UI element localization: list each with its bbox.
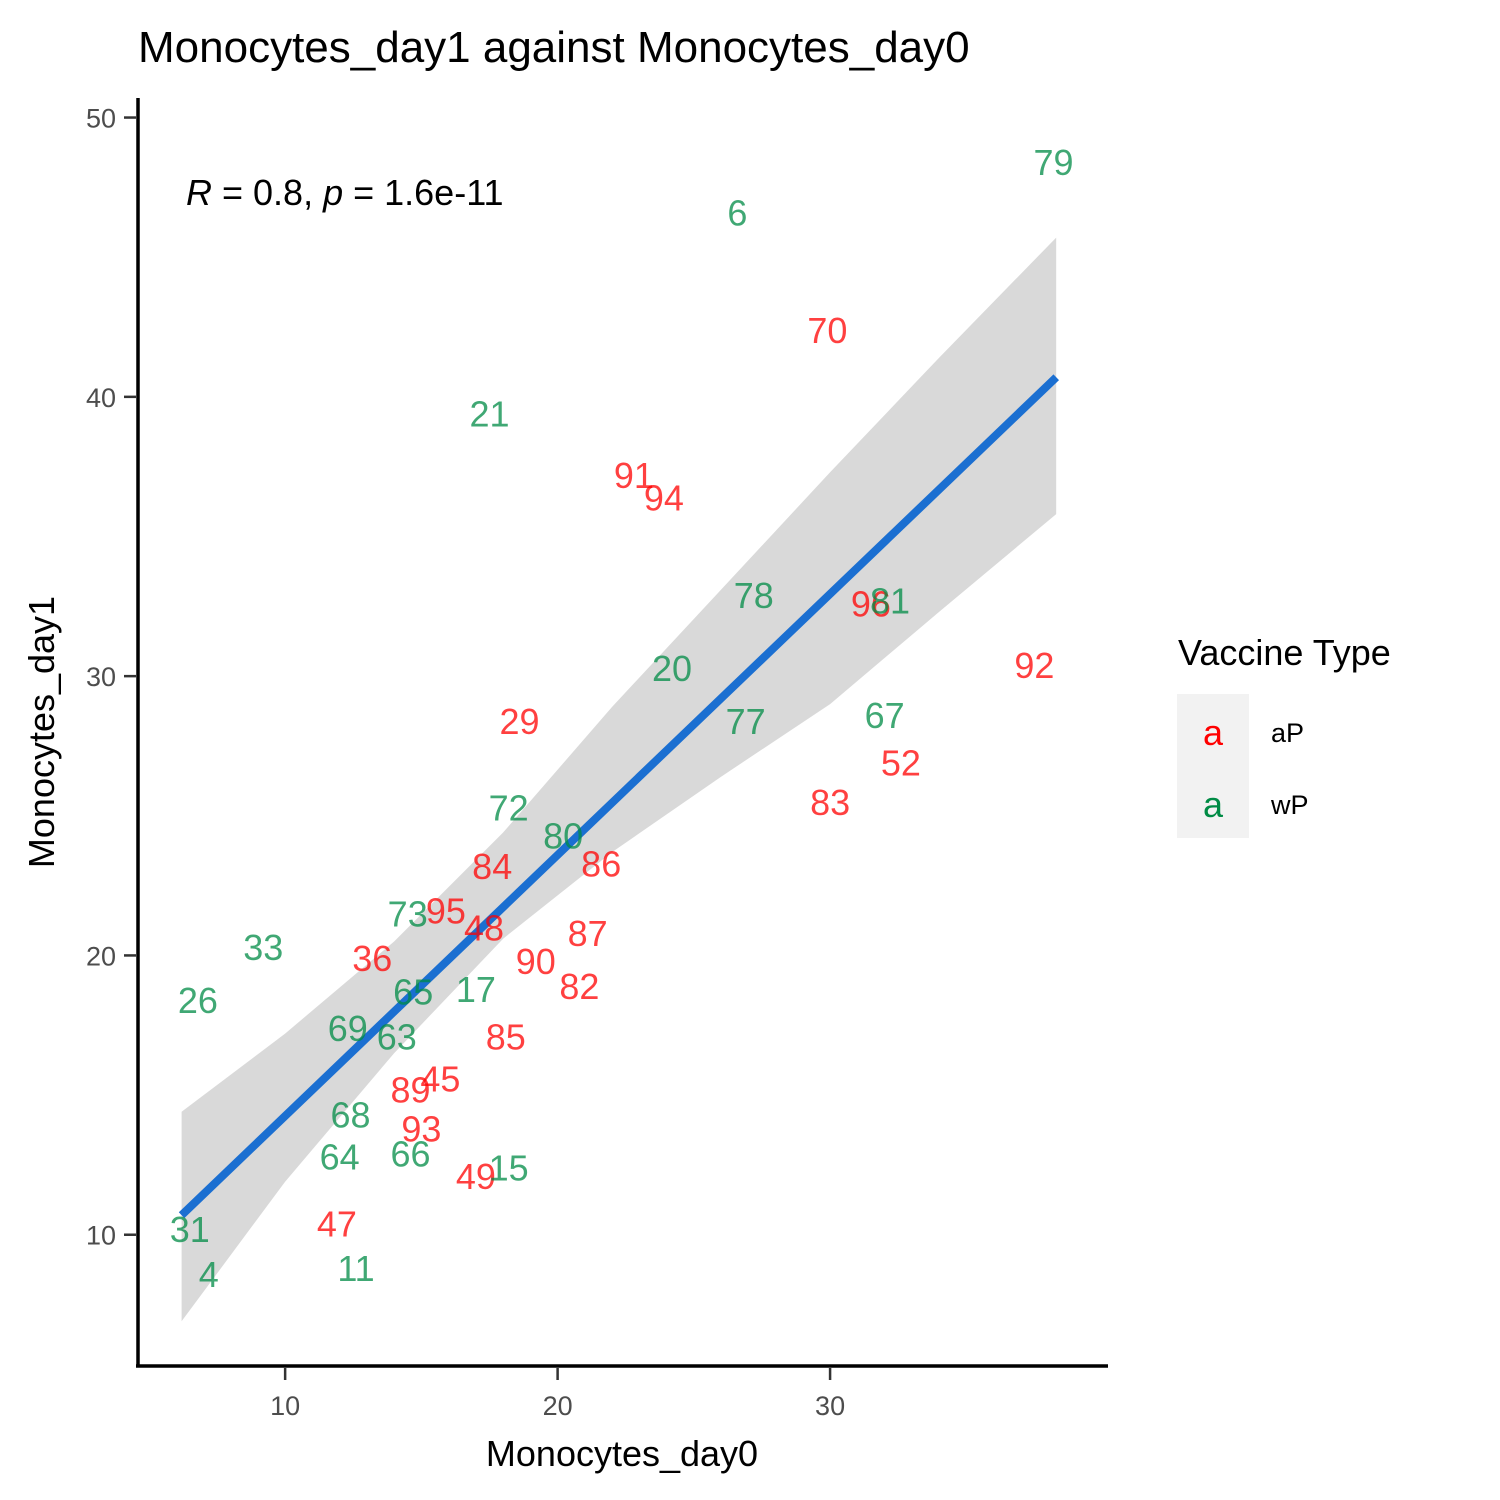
point-label-ap-85: 85 [486, 1016, 526, 1057]
point-label-wp-67: 67 [865, 695, 905, 736]
point-label-ap-82: 82 [559, 966, 599, 1007]
legend-title: Vaccine Type [1178, 632, 1391, 673]
point-label-wp-79: 79 [1033, 142, 1073, 183]
y-tick-label: 40 [86, 383, 116, 413]
point-label-wp-31: 31 [170, 1209, 210, 1250]
point-label-ap-47: 47 [317, 1204, 357, 1245]
legend-key-ap: a [1203, 712, 1224, 753]
y-tick-label: 20 [86, 941, 116, 971]
point-label-ap-48: 48 [464, 908, 504, 949]
x-tick-label: 10 [270, 1391, 300, 1421]
point-label-wp-11: 11 [337, 1248, 374, 1289]
point-label-ap-91: 91 [614, 455, 654, 496]
r-value: = 0.8, [212, 172, 323, 213]
point-label-wp-63: 63 [377, 1016, 417, 1057]
point-label-wp-72: 72 [489, 787, 529, 828]
point-label-wp-73: 73 [388, 894, 428, 935]
point-label-ap-96: 96 [851, 584, 891, 625]
point-label-ap-29: 29 [499, 701, 539, 742]
point-label-wp-6: 6 [727, 193, 747, 234]
correlation-annotation: R = 0.8, p = 1.6e-11 [186, 172, 504, 213]
legend-label-ap: aP [1271, 718, 1304, 748]
r-label: R [186, 172, 212, 213]
chart-title: Monocytes_day1 against Monocytes_day0 [138, 23, 970, 72]
point-label-ap-36: 36 [352, 938, 392, 979]
point-label-ap-84: 84 [472, 846, 512, 887]
point-label-ap-83: 83 [810, 782, 850, 823]
point-label-wp-26: 26 [178, 980, 218, 1021]
point-label-ap-86: 86 [581, 843, 621, 884]
x-axis-title: Monocytes_day0 [486, 1433, 758, 1474]
point-label-wp-17: 17 [456, 969, 496, 1010]
legend-key-background [1177, 694, 1249, 838]
point-label-wp-33: 33 [243, 927, 283, 968]
y-tick-label: 10 [86, 1221, 116, 1251]
point-label-wp-21: 21 [469, 394, 509, 435]
point-label-ap-52: 52 [881, 743, 921, 784]
x-tick-label: 20 [543, 1391, 573, 1421]
point-label-wp-20: 20 [652, 648, 692, 689]
point-label-ap-70: 70 [807, 310, 847, 351]
point-label-wp-78: 78 [734, 575, 774, 616]
point-label-ap-92: 92 [1014, 645, 1054, 686]
point-label-wp-15: 15 [489, 1148, 529, 1189]
axis-ticks: 10 20 30 10 20 30 40 50 [86, 104, 845, 1421]
y-axis-title: Monocytes_day1 [21, 596, 62, 868]
point-label-wp-4: 4 [199, 1254, 219, 1295]
point-label-ap-49: 49 [456, 1156, 496, 1197]
legend: Vaccine Type a aP a wP [1177, 632, 1391, 838]
legend-key-wp: a [1203, 784, 1224, 825]
confidence-band [181, 237, 1057, 1322]
point-label-ap-87: 87 [568, 913, 608, 954]
point-label-ap-90: 90 [516, 941, 556, 982]
p-value: = 1.6e-11 [343, 172, 503, 213]
p-label: p [322, 172, 343, 213]
y-tick-label: 50 [86, 104, 116, 134]
point-label-wp-68: 68 [330, 1095, 370, 1136]
point-label-wp-69: 69 [328, 1008, 368, 1049]
regression-line [178, 374, 1059, 1219]
point-label-ap-93: 93 [401, 1109, 441, 1150]
point-label-ap-94: 94 [644, 477, 684, 518]
point-label-ap-95: 95 [426, 891, 466, 932]
legend-label-wp: wP [1270, 790, 1309, 820]
x-tick-label: 30 [815, 1391, 845, 1421]
point-label-wp-64: 64 [320, 1137, 360, 1178]
point-label-wp-66: 66 [390, 1134, 430, 1175]
point-label-ap-89: 89 [390, 1070, 430, 1111]
point-label-wp-80: 80 [543, 815, 583, 856]
point-label-wp-65: 65 [393, 972, 433, 1013]
point-label-wp-77: 77 [726, 701, 766, 742]
point-label-ap-45: 45 [420, 1058, 460, 1099]
y-tick-label: 30 [86, 662, 116, 692]
point-label-wp-81: 81 [870, 581, 910, 622]
